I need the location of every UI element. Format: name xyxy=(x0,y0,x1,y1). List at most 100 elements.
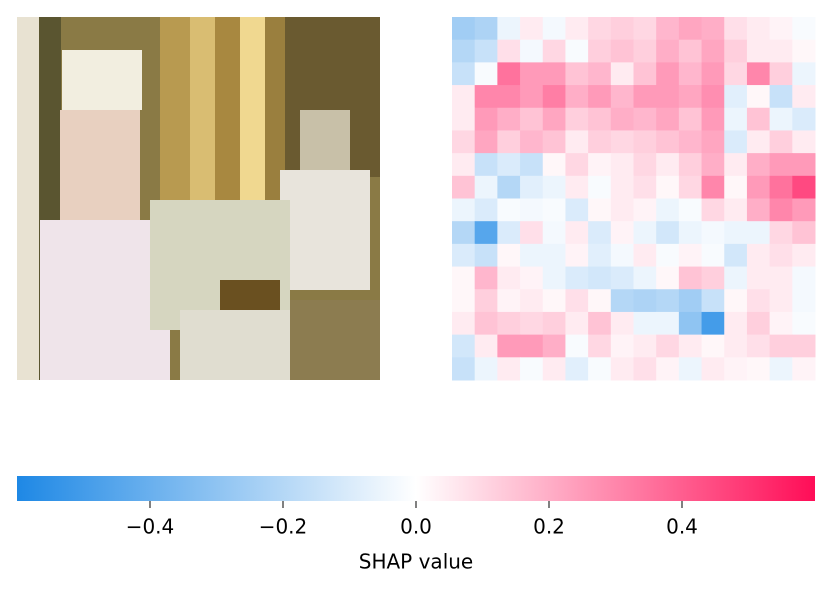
heat-cell xyxy=(633,17,657,41)
heat-cell xyxy=(588,62,612,86)
heat-cell xyxy=(452,62,476,86)
heat-cell xyxy=(452,357,476,381)
heat-cell xyxy=(520,289,544,313)
heat-cell xyxy=(792,39,816,63)
heat-cell xyxy=(452,107,476,131)
heat-cell xyxy=(792,130,816,154)
heat-cell xyxy=(497,289,521,313)
heat-cell xyxy=(724,39,748,63)
heat-cell xyxy=(588,357,612,381)
heat-cell xyxy=(474,107,498,131)
heat-cell xyxy=(678,334,703,358)
heat-cell xyxy=(474,221,498,245)
heat-cell xyxy=(497,311,521,336)
heat-cell xyxy=(656,334,680,358)
heat-cell xyxy=(792,334,816,358)
heat-cell xyxy=(769,107,793,131)
heat-cell xyxy=(520,266,544,290)
tick-label: −0.2 xyxy=(259,515,308,539)
heat-cell xyxy=(565,107,589,131)
heat-cell xyxy=(656,62,680,86)
heat-cell xyxy=(746,130,771,154)
heat-cell xyxy=(678,130,703,154)
heat-cell xyxy=(565,243,589,268)
heat-cell xyxy=(724,311,748,336)
heat-cell xyxy=(520,311,544,336)
heat-cell xyxy=(497,243,521,268)
heat-cell xyxy=(633,221,657,245)
heat-cell xyxy=(656,130,680,154)
heat-cell xyxy=(610,221,634,245)
heat-cell xyxy=(701,243,725,268)
heat-cell xyxy=(724,175,748,199)
heat-cell xyxy=(746,153,771,177)
heat-cell xyxy=(542,85,566,109)
heat-cell xyxy=(792,153,816,177)
heat-cell xyxy=(565,289,589,313)
heat-cell xyxy=(792,221,816,245)
heat-cell xyxy=(746,107,771,131)
heat-cell xyxy=(633,130,657,154)
heat-cell xyxy=(701,17,725,41)
heat-cell xyxy=(746,357,771,381)
heat-cell xyxy=(678,243,703,268)
heat-cell xyxy=(769,62,793,86)
heat-cell xyxy=(610,266,634,290)
heat-cell xyxy=(542,130,566,154)
heat-cell xyxy=(746,221,771,245)
heat-cell xyxy=(542,266,566,290)
heat-cell xyxy=(678,357,703,381)
heat-cell xyxy=(678,221,703,245)
heat-cell xyxy=(610,357,634,381)
heat-cell xyxy=(746,62,771,86)
heat-cell xyxy=(792,175,816,199)
heat-cell xyxy=(497,107,521,131)
heat-cell xyxy=(701,266,725,290)
heat-cell xyxy=(678,17,703,41)
heat-cell xyxy=(769,39,793,63)
heat-cell xyxy=(520,243,544,268)
heat-cell xyxy=(724,289,748,313)
heat-cell xyxy=(701,175,725,199)
heat-cell xyxy=(792,357,816,381)
heat-cell xyxy=(678,39,703,63)
heat-cell xyxy=(769,17,793,41)
heat-cell xyxy=(724,266,748,290)
heat-cell xyxy=(520,357,544,381)
heat-cell xyxy=(542,107,566,131)
heat-cell xyxy=(633,198,657,222)
heat-cell xyxy=(769,357,793,381)
heat-cell xyxy=(724,153,748,177)
heat-cell xyxy=(656,153,680,177)
heat-cell xyxy=(452,243,476,268)
heat-cell xyxy=(610,243,634,268)
heat-cell xyxy=(565,198,589,222)
heat-cell xyxy=(474,153,498,177)
heat-cell xyxy=(474,311,498,336)
heat-cell xyxy=(474,266,498,290)
heat-cell xyxy=(452,289,476,313)
heat-cell xyxy=(656,243,680,268)
heat-cell xyxy=(633,175,657,199)
heat-cell xyxy=(520,221,544,245)
heat-cell xyxy=(724,357,748,381)
heat-cell xyxy=(678,198,703,222)
heat-cell xyxy=(610,130,634,154)
heat-cell xyxy=(610,62,634,86)
heat-cell xyxy=(452,17,476,41)
heat-cell xyxy=(792,198,816,222)
heat-cell xyxy=(565,334,589,358)
heat-cell xyxy=(497,85,521,109)
heat-cell xyxy=(610,175,634,199)
heat-cell xyxy=(610,289,634,313)
tick-label: 0.2 xyxy=(533,515,565,539)
heat-cell xyxy=(588,289,612,313)
heat-cell xyxy=(542,62,566,86)
heat-cell xyxy=(746,243,771,268)
heat-cell xyxy=(520,334,544,358)
heat-cell xyxy=(633,243,657,268)
heat-cell xyxy=(474,289,498,313)
heat-cell xyxy=(565,17,589,41)
heat-cell xyxy=(633,311,657,336)
heat-cell xyxy=(565,62,589,86)
